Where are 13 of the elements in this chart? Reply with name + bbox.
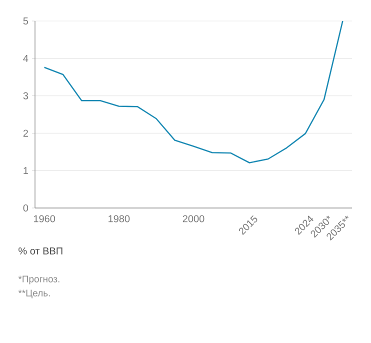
y-axis-title: % от ВВП: [18, 247, 62, 255]
text: *Прогноз.: [18, 276, 60, 284]
y-tick-label: 3: [23, 92, 28, 100]
line-series: [44, 20, 344, 164]
y-tick-label: 4: [23, 54, 28, 62]
x-tick-label: 1980: [108, 215, 130, 222]
x-tick-label: 1960: [34, 215, 56, 222]
y-tick-label: 0: [23, 204, 28, 212]
y-tick-label: 1: [24, 167, 28, 174]
text: **Цель.: [18, 290, 50, 298]
x-tick-label: 2000: [182, 215, 204, 222]
y-tick-label: 5: [23, 18, 28, 24]
y-tick-label: 2: [23, 130, 28, 137]
